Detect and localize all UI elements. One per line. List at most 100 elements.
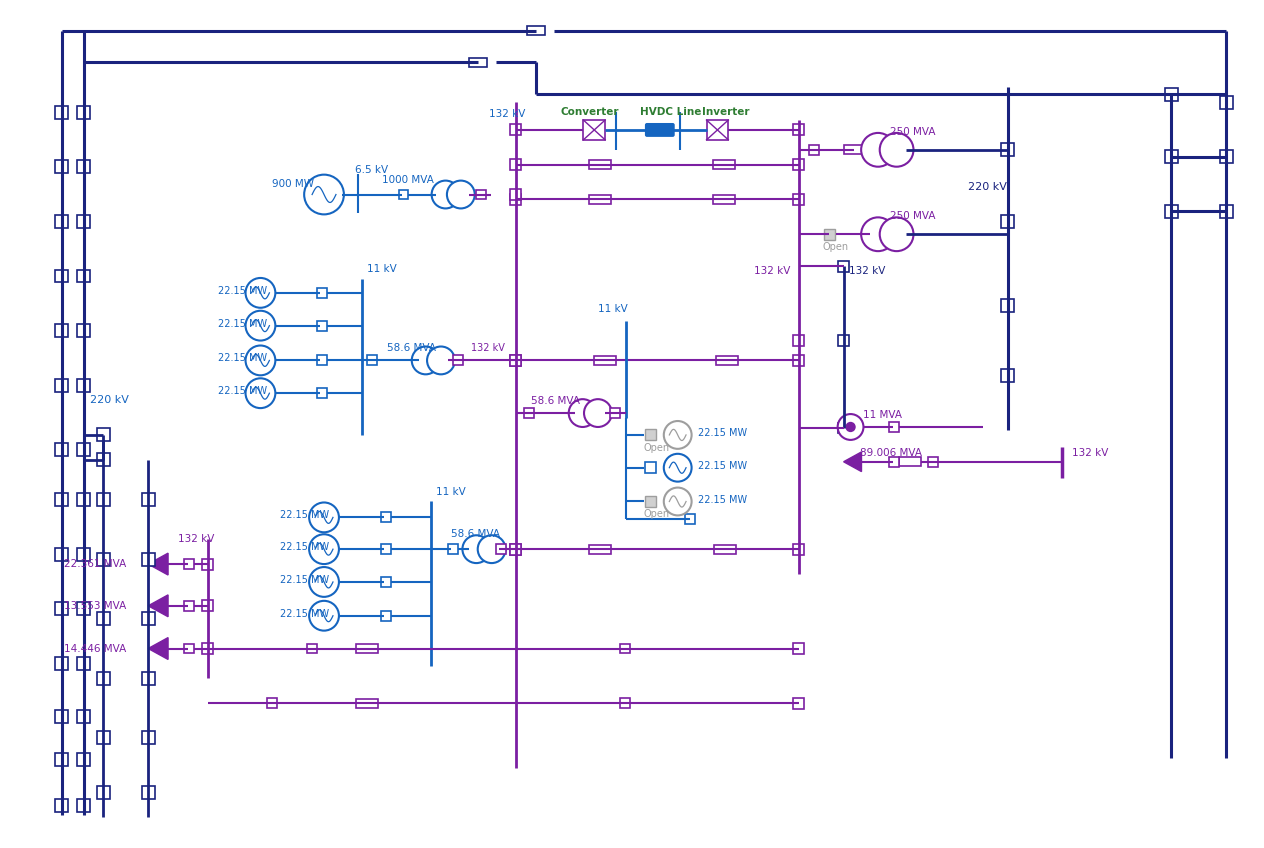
Bar <box>185 601 193 611</box>
Circle shape <box>569 399 597 427</box>
Bar <box>202 600 214 611</box>
Bar <box>56 379 68 392</box>
Text: 58.6 MVA: 58.6 MVA <box>451 529 501 539</box>
Bar <box>454 355 463 365</box>
Text: 22.361 MVA: 22.361 MVA <box>63 559 126 569</box>
Text: 132 kV: 132 kV <box>755 266 790 276</box>
Bar <box>77 324 90 337</box>
Bar <box>97 732 110 745</box>
Bar <box>185 559 193 569</box>
Bar <box>356 699 378 707</box>
Circle shape <box>310 503 339 533</box>
Bar <box>594 356 616 365</box>
Circle shape <box>245 278 276 308</box>
Bar <box>317 288 327 298</box>
Bar <box>794 125 804 136</box>
Bar <box>469 58 487 67</box>
Circle shape <box>305 175 344 215</box>
Bar <box>317 355 327 365</box>
Text: 220 kV: 220 kV <box>968 181 1006 192</box>
Bar <box>77 270 90 282</box>
Bar <box>56 753 68 767</box>
Bar <box>317 321 327 331</box>
Bar <box>77 602 90 616</box>
Bar <box>77 215 90 228</box>
Bar <box>56 799 68 812</box>
Bar <box>97 786 110 799</box>
Circle shape <box>245 310 276 341</box>
Bar <box>621 698 629 708</box>
Bar <box>356 644 378 653</box>
Bar <box>511 194 521 205</box>
FancyBboxPatch shape <box>645 123 675 137</box>
Polygon shape <box>148 595 168 616</box>
Bar <box>268 698 277 708</box>
Text: Open: Open <box>643 510 670 520</box>
Text: 89.006 MVA: 89.006 MVA <box>861 448 923 458</box>
Bar <box>202 643 214 654</box>
Circle shape <box>447 181 475 209</box>
Bar <box>794 355 804 365</box>
Text: 22.15 MW: 22.15 MW <box>217 354 267 364</box>
Text: 250 MVA: 250 MVA <box>890 127 935 137</box>
Text: 22.15 MW: 22.15 MW <box>217 319 267 329</box>
Bar <box>583 120 605 140</box>
Bar <box>56 160 68 173</box>
Circle shape <box>478 535 506 563</box>
Bar <box>56 548 68 561</box>
Bar <box>495 544 506 554</box>
Bar <box>56 602 68 616</box>
Text: 22.15 MW: 22.15 MW <box>217 386 267 396</box>
Text: 11 kV: 11 kV <box>598 304 628 314</box>
Text: 132 kV: 132 kV <box>1072 448 1109 458</box>
Bar <box>1001 215 1014 228</box>
Bar <box>97 428 110 442</box>
Bar <box>838 335 849 346</box>
Text: 132 kV: 132 kV <box>178 534 215 544</box>
Bar <box>685 515 695 524</box>
Bar <box>56 106 68 119</box>
Bar <box>77 710 90 722</box>
Bar <box>56 710 68 722</box>
Text: 11 kV: 11 kV <box>436 487 466 497</box>
Circle shape <box>861 133 895 167</box>
Bar <box>714 544 737 554</box>
Text: 22.15 MW: 22.15 MW <box>217 286 267 296</box>
Bar <box>511 355 521 365</box>
Bar <box>77 160 90 173</box>
Bar <box>380 512 391 522</box>
Bar <box>794 643 804 654</box>
Bar <box>511 159 521 170</box>
Bar <box>77 379 90 392</box>
Text: Converter: Converter <box>560 107 619 117</box>
Circle shape <box>245 378 276 408</box>
Bar <box>646 429 656 440</box>
Bar <box>713 195 736 204</box>
Circle shape <box>412 347 440 374</box>
Bar <box>449 544 458 554</box>
Circle shape <box>846 421 856 432</box>
Bar <box>511 125 521 136</box>
Bar <box>380 577 391 587</box>
Bar <box>142 553 154 566</box>
Bar <box>511 189 521 200</box>
Text: 220 kV: 220 kV <box>90 395 129 405</box>
Bar <box>809 145 819 155</box>
Bar <box>77 444 90 456</box>
Text: 58.6 MVA: 58.6 MVA <box>531 396 580 406</box>
Text: 1000 MVA: 1000 MVA <box>382 175 434 185</box>
Text: Open: Open <box>643 443 670 453</box>
Circle shape <box>861 217 895 251</box>
Bar <box>56 657 68 670</box>
Text: 22.15 MW: 22.15 MW <box>281 575 330 585</box>
Bar <box>97 454 110 466</box>
Circle shape <box>310 567 339 597</box>
Bar <box>77 548 90 561</box>
Bar <box>77 799 90 812</box>
Bar <box>621 644 629 654</box>
Circle shape <box>245 345 276 376</box>
Bar <box>713 160 736 170</box>
Text: Inverter: Inverter <box>702 107 750 117</box>
Circle shape <box>431 181 459 209</box>
Text: 132 kV: 132 kV <box>489 109 526 119</box>
